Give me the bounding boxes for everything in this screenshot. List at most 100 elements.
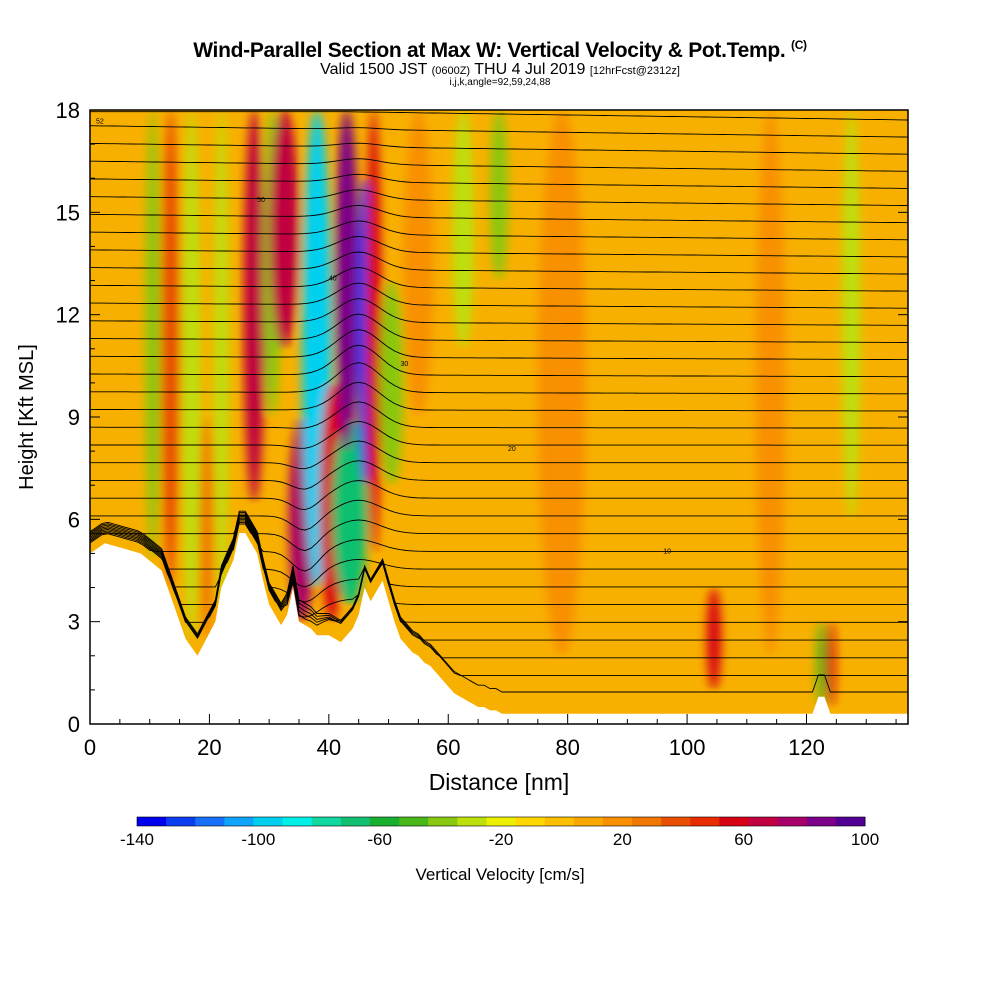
subtitle-date: THU 4 Jul 2019 — [474, 61, 586, 78]
isentrope-12 — [90, 460, 908, 490]
isentrope-17 — [90, 362, 908, 395]
colorbar: -140 -100 -60 -20 20 60 100 — [120, 816, 879, 849]
isentrope-29 — [90, 173, 908, 189]
theta-label: 10 — [663, 548, 671, 555]
subtitle-valid: Valid 1500 JST — [320, 61, 428, 78]
y-tick-label: 0 — [68, 712, 80, 737]
x-tick-label: 60 — [436, 735, 460, 760]
isentrope-27 — [90, 204, 908, 224]
isentrope-16 — [90, 381, 908, 412]
velocity-band-5 — [243, 110, 265, 503]
isentrope-25 — [90, 235, 908, 258]
isentrope-7 — [90, 520, 908, 588]
theta-label: 20 — [508, 446, 516, 453]
isentrope-10 — [90, 499, 908, 531]
x-tick-label: 40 — [317, 735, 341, 760]
theta-label: 52 — [96, 119, 104, 126]
isentrope-1 — [90, 512, 908, 677]
x-tick-label: 120 — [788, 735, 825, 760]
colorbar-swatch — [486, 817, 517, 826]
isentrope-8 — [90, 522, 908, 572]
x-tick-label: 0 — [84, 735, 96, 760]
colorbar-swatch — [224, 817, 254, 826]
colorbar-tick-label: -140 — [120, 830, 154, 849]
isentrope-3 — [90, 515, 908, 641]
isentrope-22 — [90, 282, 908, 309]
y-axis-label: Height [Kft MSL] — [16, 344, 38, 490]
velocity-band-3 — [199, 416, 214, 639]
velocity-band-17 — [452, 110, 474, 349]
x-tick-label: 100 — [669, 735, 706, 760]
isentrope-20 — [90, 313, 908, 343]
velocity-band-0 — [145, 110, 160, 561]
velocity-band-21 — [755, 110, 786, 656]
y-tick-label: 12 — [56, 303, 80, 328]
colorbar-swatch — [602, 817, 633, 826]
isentrope-9 — [90, 519, 908, 552]
colorbar-tick-label: -60 — [367, 830, 392, 849]
velocity-band-23 — [825, 621, 836, 707]
colorbar-frame — [136, 816, 866, 827]
colorbar-tick-label: -20 — [489, 830, 514, 849]
terrain-mask — [90, 532, 908, 724]
x-tick-label: 80 — [555, 735, 579, 760]
y-tick-label: 9 — [68, 405, 80, 430]
isentrope-28 — [90, 189, 908, 206]
colorbar-tick-label: 60 — [734, 830, 753, 849]
colorbar-swatch — [690, 817, 720, 826]
isentrope-5 — [90, 517, 908, 618]
velocity-band-20 — [706, 587, 722, 690]
chart-title: Wind-Parallel Section at Max W: Vertical… — [0, 38, 1000, 63]
velocity-band-14 — [365, 110, 382, 554]
colorbar-swatch — [253, 817, 284, 826]
colorbar-tick-label: -100 — [241, 830, 275, 849]
x-axis-label: Distance [nm] — [429, 769, 570, 795]
isentrope-14 — [90, 420, 908, 449]
colorbar-swatch — [195, 817, 225, 826]
chart-title-main: Wind-Parallel Section at Max W: Vertical… — [193, 39, 786, 62]
colorbar-swatch — [835, 817, 866, 826]
colorbar-swatch — [632, 817, 662, 826]
theta-label: 50 — [257, 197, 265, 204]
isentropes — [90, 111, 908, 693]
colorbar-tick-label: 20 — [613, 830, 632, 849]
velocity-band-24 — [842, 110, 861, 520]
colorbar-swatch — [748, 817, 779, 826]
colorbar-label: Vertical Velocity [cm/s] — [415, 865, 584, 884]
isentrope-33 — [90, 111, 908, 121]
subtitle-zulu: (0600Z) — [431, 65, 471, 77]
velocity-band-4 — [214, 110, 229, 605]
colorbar-swatch — [806, 817, 837, 826]
velocity-band-16 — [403, 110, 434, 417]
theta-label: 40 — [329, 276, 337, 283]
velocity-band-11 — [331, 417, 368, 605]
isentrope-19 — [90, 329, 908, 361]
colorbar-swatch — [282, 817, 313, 826]
colorbar-swatch — [719, 817, 750, 826]
velocity-band-12 — [334, 110, 359, 452]
colorbar-swatch — [428, 817, 458, 826]
colorbar-swatch — [137, 817, 167, 826]
subtitle-grid-info: i,j,k,angle=92,59,24,88 — [449, 77, 551, 88]
velocity-band-22 — [816, 621, 827, 707]
colorbar-swatch — [166, 817, 196, 826]
velocity-band-18 — [490, 110, 508, 281]
plot-area: 52 50 40 30 20 10 — [90, 110, 908, 724]
colorbar-swatch — [457, 817, 487, 826]
velocity-band-7 — [269, 110, 299, 349]
isentrope-18 — [90, 344, 908, 378]
colorbar-swatch — [340, 817, 371, 826]
colorbar-swatch — [573, 817, 604, 826]
isentrope-23 — [90, 267, 908, 292]
y-tick-label: 3 — [68, 610, 80, 635]
isentrope-21 — [90, 298, 908, 326]
isentrope-26 — [90, 220, 908, 241]
x-tick-label: 20 — [197, 735, 221, 760]
terrain — [90, 532, 908, 724]
isentrope-31 — [90, 142, 908, 155]
axes: 0 20 40 60 80 100 120 0 3 6 9 12 15 18 — [56, 98, 908, 760]
theta-labels: 52 50 40 30 20 10 — [96, 119, 671, 556]
velocity-band-1 — [161, 110, 180, 588]
y-tick-label: 15 — [56, 200, 80, 225]
